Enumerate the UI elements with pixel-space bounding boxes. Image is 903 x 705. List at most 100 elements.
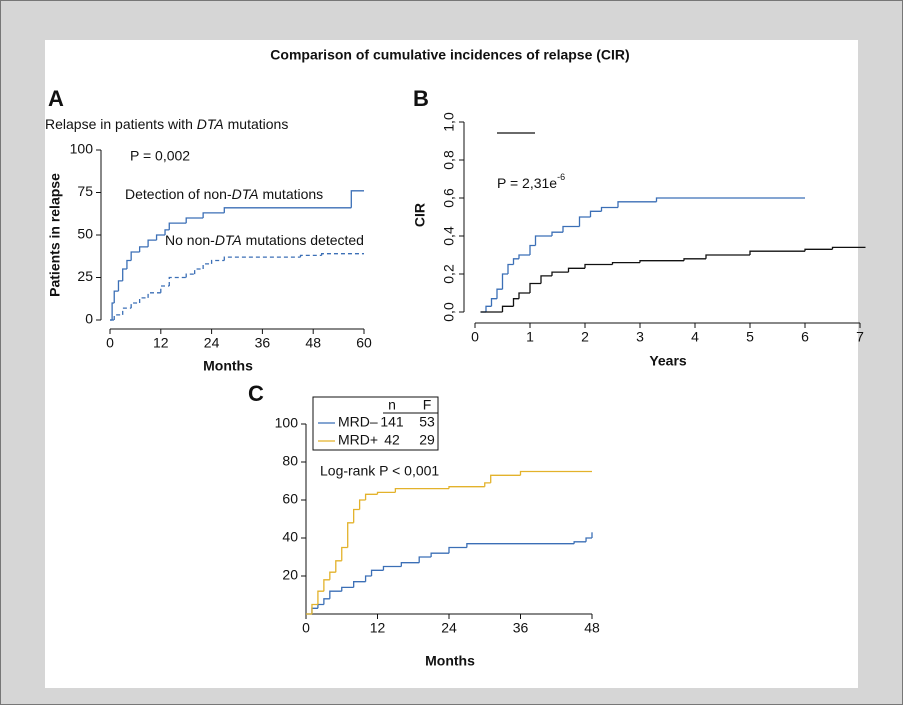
y-tick-label: 20 [282, 567, 298, 583]
step-segment [496, 288, 503, 299]
step-segment [155, 234, 166, 241]
x-tick-label: 12 [370, 620, 386, 636]
step-segment [611, 261, 640, 265]
figure-title: Comparison of cumulative incidences of r… [270, 47, 629, 63]
step-segment [466, 543, 575, 548]
step-segment [573, 541, 587, 544]
y-tick-label: 25 [77, 268, 93, 284]
step-segment [147, 239, 157, 247]
step-segment [358, 499, 366, 510]
y-axis-label: CIR [412, 203, 428, 227]
step-segment [347, 522, 354, 548]
step-segment [210, 259, 225, 264]
step-segment [329, 590, 342, 599]
step-segment [364, 493, 378, 500]
step-segment [117, 280, 123, 292]
y-axis-label: Patients in relapse [47, 173, 63, 297]
y-tick-label: 60 [282, 491, 298, 507]
legend-f: 53 [419, 414, 435, 430]
step-segment [335, 560, 342, 573]
step-segment [589, 210, 602, 217]
step-segment [518, 254, 530, 259]
step-segment [202, 212, 225, 218]
x-axis-label: Months [425, 653, 475, 669]
step-segment [501, 273, 508, 290]
step-segment [551, 271, 569, 276]
step-segment [534, 235, 552, 246]
x-tick-label: 60 [356, 335, 372, 351]
step-segment [418, 556, 432, 563]
y-tick-label: 0,0 [441, 302, 457, 322]
step-segment [529, 282, 541, 293]
annotation-part: P = 2,31e [497, 175, 557, 191]
x-tick-label: 4 [691, 329, 699, 345]
step-segment [202, 263, 212, 269]
legend-f: 29 [419, 432, 435, 448]
step-segment [130, 251, 140, 261]
x-tick-label: 48 [584, 620, 600, 636]
y-tick-label: 0 [85, 311, 93, 327]
step-segment [194, 268, 204, 275]
x-axis-label: Months [203, 358, 253, 374]
step-segment [562, 225, 580, 233]
annotation-part: DTA [232, 186, 259, 202]
step-segment [364, 575, 372, 582]
step-segment [519, 470, 592, 476]
step-segment [311, 603, 318, 614]
x-tick-label: 0 [106, 335, 114, 351]
step-segment [585, 537, 592, 542]
step-segment [122, 268, 127, 281]
annotation: P = 2,31e-6 [497, 172, 565, 190]
step-segment [484, 482, 491, 487]
annotation: No non-DTA mutations detected [165, 232, 364, 248]
step-segment [655, 197, 805, 202]
panel-area [45, 40, 858, 688]
step-segment [512, 298, 519, 307]
step-segment [185, 273, 195, 278]
y-tick-label: 80 [282, 453, 298, 469]
step-segment [323, 579, 330, 592]
annotation: P = 0,002 [130, 148, 190, 164]
x-axis-label: Years [649, 353, 687, 369]
step-segment [600, 206, 618, 212]
step-segment [394, 487, 449, 493]
panel-label: A [48, 86, 64, 111]
legend-label: MRD– [338, 414, 378, 430]
step-segment [341, 586, 354, 592]
subtitle-part: mutations [224, 116, 289, 132]
y-tick-label: 100 [275, 415, 299, 431]
step-segment [400, 562, 420, 567]
step-segment [147, 292, 161, 298]
step-segment [382, 565, 402, 571]
step-segment [507, 263, 514, 274]
step-segment [804, 248, 833, 252]
x-tick-label: 3 [636, 329, 644, 345]
step-segment [317, 590, 324, 605]
step-segment [705, 254, 750, 259]
step-segment [518, 292, 530, 299]
step-segment [617, 201, 657, 208]
step-segment [126, 259, 132, 269]
step-segment [683, 258, 706, 261]
step-segment [584, 263, 613, 269]
step-segment [448, 546, 467, 554]
step-segment [113, 314, 123, 320]
legend-header: F [423, 397, 432, 413]
annotation: Detection of non-DTA mutations [125, 186, 323, 202]
step-segment [749, 250, 805, 255]
step-segment [376, 491, 396, 495]
step-segment [639, 260, 684, 263]
x-tick-label: 24 [441, 620, 457, 636]
step-segment [299, 254, 322, 258]
x-tick-label: 5 [746, 329, 754, 345]
step-segment [551, 231, 563, 236]
legend-label: MRD+ [338, 432, 378, 448]
step-segment [490, 474, 521, 483]
y-tick-label: 100 [70, 141, 94, 157]
y-tick-label: 75 [77, 183, 93, 199]
step-segment [430, 552, 449, 557]
x-tick-label: 36 [513, 620, 529, 636]
step-segment [341, 546, 348, 561]
step-segment [160, 285, 170, 293]
